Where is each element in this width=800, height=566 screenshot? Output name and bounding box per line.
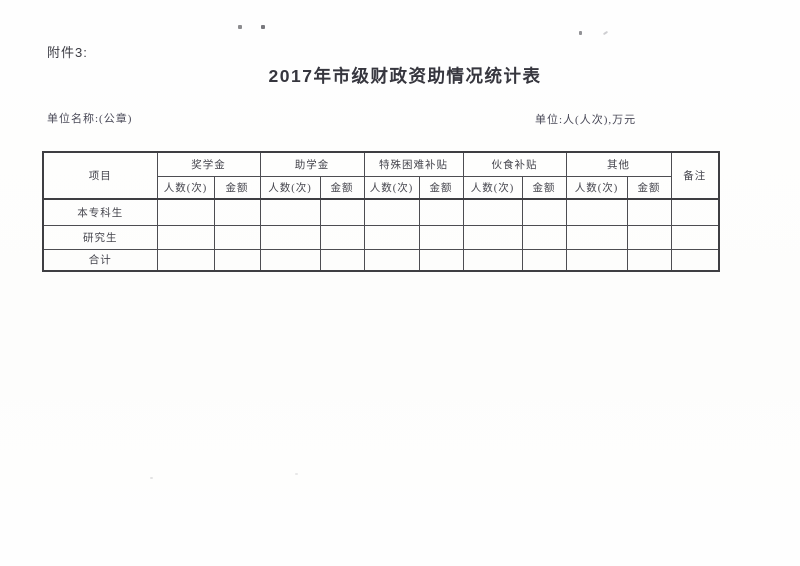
empty-data-cell (363, 198, 420, 226)
empty-data-cell (156, 224, 215, 250)
empty-data-cell (156, 198, 215, 226)
empty-data-cell (462, 248, 523, 272)
empty-data-cell (462, 224, 523, 250)
empty-data-cell (418, 248, 464, 272)
table-row-graduate: 研究生 (42, 224, 720, 250)
subheader-amount: 金额 (626, 175, 672, 200)
empty-data-cell (462, 198, 523, 226)
table-header-sub-row: 人数(次) 金额 人数(次) 金额 人数(次) 金额 人数(次) 金额 人数(次… (43, 175, 719, 200)
empty-data-cell (319, 248, 365, 272)
document-title: 2017年市级财政资助情况统计表 (268, 66, 542, 86)
measure-unit-label: 单位:人(人次),万元 (535, 114, 637, 126)
table-row-undergraduate: 本专科生 (42, 198, 720, 226)
header-special-difficulty-subsidy: 特殊困难补贴 (363, 151, 464, 177)
subheader-amount: 金额 (521, 175, 567, 200)
empty-data-cell (626, 224, 672, 250)
empty-data-cell (213, 248, 261, 272)
empty-data-cell (156, 248, 215, 272)
empty-data-cell (521, 224, 567, 250)
empty-data-cell (670, 224, 720, 250)
empty-data-cell (565, 248, 628, 272)
table-header-group-row: 项目 奖学金 助学金 特殊困难补贴 伙食补贴 其他 备注 (42, 151, 720, 200)
subheader-count: 人数(次) (363, 175, 420, 200)
row-label-undergraduate: 本专科生 (42, 198, 158, 226)
empty-data-cell (626, 248, 672, 272)
subheader-amount: 金额 (319, 175, 365, 200)
empty-data-cell (259, 198, 321, 226)
header-remarks: 备注 (670, 151, 720, 200)
empty-data-cell (670, 198, 720, 226)
unit-name-label: 单位名称:(公章) (47, 113, 133, 125)
empty-data-cell (521, 198, 567, 226)
scan-artifact-dot (150, 477, 153, 479)
row-label-total: 合计 (42, 248, 158, 272)
subheader-count: 人数(次) (462, 175, 523, 200)
table-row-total: 合计 (42, 248, 720, 272)
scan-artifact-dot (261, 25, 265, 29)
empty-data-cell (626, 198, 672, 226)
empty-data-cell (363, 224, 420, 250)
empty-data-cell (670, 248, 720, 272)
empty-data-cell (363, 248, 420, 272)
empty-data-cell (565, 224, 628, 250)
empty-data-cell (418, 224, 464, 250)
empty-data-cell (259, 248, 321, 272)
empty-data-cell (213, 224, 261, 250)
attachment-label: 附件3: (47, 45, 88, 60)
statistics-table: 项目 奖学金 助学金 特殊困难补贴 伙食补贴 其他 备注 人数(次) 金额 人数… (42, 151, 720, 272)
header-grant: 助学金 (259, 151, 365, 177)
subheader-amount: 金额 (418, 175, 464, 200)
scan-artifact-dot (295, 473, 298, 475)
header-meal-subsidy: 伙食补贴 (462, 151, 567, 177)
empty-data-cell (319, 224, 365, 250)
subheader-count: 人数(次) (259, 175, 321, 200)
empty-data-cell (319, 198, 365, 226)
header-other: 其他 (565, 151, 672, 177)
row-label-graduate: 研究生 (42, 224, 158, 250)
scan-artifact-dot (602, 30, 609, 36)
empty-data-cell (565, 198, 628, 226)
header-scholarship: 奖学金 (156, 151, 261, 177)
scan-artifact-dot (238, 25, 242, 29)
empty-data-cell (418, 198, 464, 226)
empty-data-cell (213, 198, 261, 226)
empty-data-cell (259, 224, 321, 250)
subheader-count: 人数(次) (565, 175, 628, 200)
empty-data-cell (521, 248, 567, 272)
subheader-amount: 金额 (213, 175, 261, 200)
scan-artifact-dot (579, 31, 582, 35)
subheader-count: 人数(次) (156, 175, 215, 200)
header-item: 项目 (42, 151, 158, 200)
